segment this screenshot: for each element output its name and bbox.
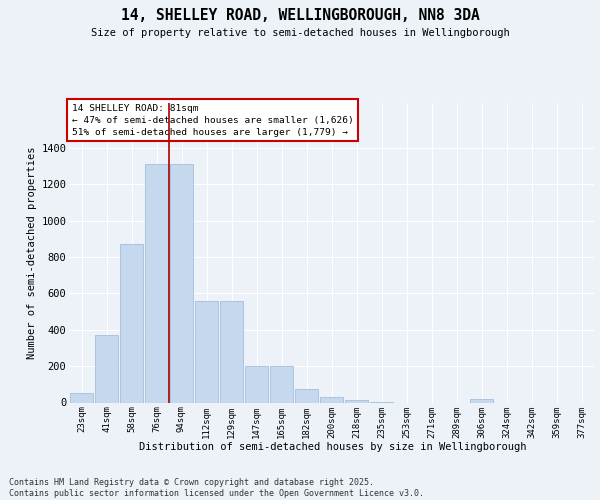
- Bar: [95, 335, 118, 402]
- Bar: [320, 397, 343, 402]
- Bar: [345, 400, 368, 402]
- Bar: [220, 300, 243, 402]
- Text: Distribution of semi-detached houses by size in Wellingborough: Distribution of semi-detached houses by …: [139, 442, 527, 452]
- Text: Contains HM Land Registry data © Crown copyright and database right 2025.
Contai: Contains HM Land Registry data © Crown c…: [9, 478, 424, 498]
- Bar: [295, 389, 318, 402]
- Bar: [245, 366, 268, 403]
- Bar: [270, 366, 293, 403]
- Text: Size of property relative to semi-detached houses in Wellingborough: Size of property relative to semi-detach…: [91, 28, 509, 38]
- Bar: [120, 244, 143, 402]
- Bar: [70, 394, 93, 402]
- Y-axis label: Number of semi-detached properties: Number of semi-detached properties: [27, 146, 37, 359]
- Bar: [470, 399, 493, 402]
- Bar: [195, 300, 218, 402]
- Bar: [170, 164, 193, 402]
- Text: 14, SHELLEY ROAD, WELLINGBOROUGH, NN8 3DA: 14, SHELLEY ROAD, WELLINGBOROUGH, NN8 3D…: [121, 8, 479, 22]
- Text: 14 SHELLEY ROAD: 81sqm
← 47% of semi-detached houses are smaller (1,626)
51% of : 14 SHELLEY ROAD: 81sqm ← 47% of semi-det…: [71, 104, 353, 136]
- Bar: [145, 164, 168, 402]
